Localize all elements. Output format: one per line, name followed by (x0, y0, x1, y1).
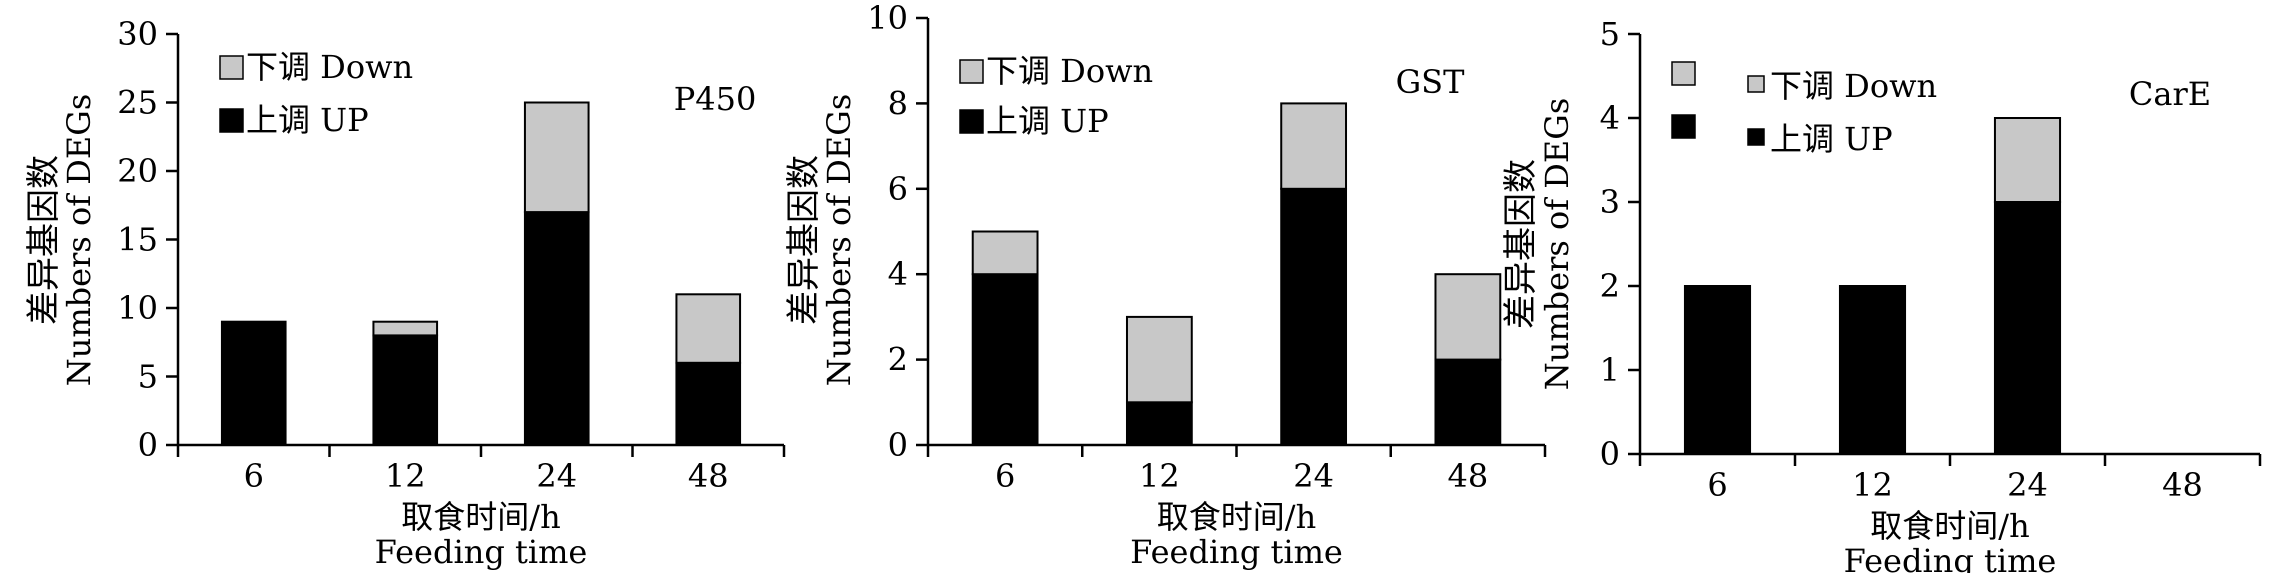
panel3-legend-swatch-up (1671, 114, 1696, 139)
panel3-legend-marker-down (1747, 75, 1765, 93)
panel1-legend-swatch-up (219, 108, 244, 133)
panel3-legend-swatch-down (1671, 61, 1696, 86)
panel2-bar-down-48 (1434, 273, 1502, 361)
panel2-bar-down-6 (971, 230, 1039, 276)
panel3-x-tick-label: 12 (1852, 466, 1893, 504)
panel1-x-tick-label: 24 (536, 457, 577, 495)
panel3-legend-marker-up (1747, 128, 1765, 146)
panel2-y-tick-label: 8 (888, 84, 908, 122)
panel2-y-tick-label: 2 (888, 341, 908, 379)
panel2-bar-up-12 (1125, 401, 1193, 446)
panel1-bar-down-12 (372, 320, 439, 337)
panel1-y-tick-label: 20 (117, 152, 158, 190)
panel1-bar-down-24 (523, 101, 590, 214)
panel3-x-tick-label: 6 (1707, 466, 1727, 504)
panel2-bar-up-6 (971, 273, 1039, 447)
panel2-legend-label-down: 下调 Down (986, 52, 1153, 90)
panel1-bar-up-24 (523, 211, 590, 446)
panel3-y-tick-label: 3 (1600, 183, 1620, 221)
panel3-y-tick-label: 5 (1600, 15, 1620, 53)
panel2-ylabel-en: Numbers of DEGs (820, 94, 858, 387)
panel1-bar-up-6 (220, 320, 287, 447)
panel2-legend-swatch-down (959, 59, 984, 84)
panel2-ylabel-cn: 差异基因数 (784, 155, 824, 325)
panel2-legend-label-up: 上调 UP (986, 102, 1109, 140)
panel3-legend-label-up: 上调 UP (1770, 120, 1893, 158)
panel3-y-tick-label: 0 (1600, 435, 1620, 473)
panel2-bar-up-24 (1280, 187, 1348, 447)
panel1-y-tick-label: 25 (117, 84, 158, 122)
panel3-xlabel-en: Feeding time (1844, 542, 2057, 573)
panel3-y-tick-label: 4 (1600, 99, 1620, 137)
panel1-x-tick-label: 6 (244, 457, 264, 495)
panel3-bar-up-24 (1993, 201, 2062, 455)
panel1-bar-up-12 (372, 334, 439, 446)
panel1-ylabel-cn: 差异基因数 (24, 155, 64, 325)
panel2-y-tick-label: 6 (888, 170, 908, 208)
panel3-bar-up-6 (1683, 285, 1752, 455)
panel3-ylabel-cn: 差异基因数 (1501, 159, 1541, 329)
panel1-ylabel-en: Numbers of DEGs (60, 94, 98, 387)
panel3-y-tick-label: 1 (1600, 351, 1620, 389)
panel1-y-tick-label: 15 (117, 221, 158, 259)
panel3-ylabel-en: Numbers of DEGs (1538, 98, 1576, 391)
panel2-x-tick-label: 6 (995, 457, 1015, 495)
panel3-bar-up-12 (1838, 285, 1907, 455)
panel1-xlabel-en: Feeding time (375, 533, 588, 571)
panel1-bar-down-48 (675, 293, 742, 364)
panel1-y-tick-label: 0 (138, 426, 158, 464)
panel2-annotation: GST (1396, 63, 1465, 101)
panel1-y-tick-label: 10 (117, 289, 158, 327)
panel1-annotation: P450 (674, 80, 757, 118)
panel3-x-tick-label: 48 (2162, 466, 2203, 504)
panel3-bar-down-24 (1993, 117, 2062, 203)
panel2-y-tick-label: 10 (867, 0, 908, 37)
panel2-xlabel-cn: 取食时间/h (1157, 498, 1316, 536)
panel3-y-tick-label: 2 (1600, 267, 1620, 305)
panel1-x-tick-label: 48 (688, 457, 729, 495)
panel3-annotation: CarE (2129, 75, 2211, 113)
panel1-y-tick-label: 30 (117, 15, 158, 53)
panel2-x-tick-label: 48 (1448, 457, 1489, 495)
panel2-y-tick-label: 0 (888, 426, 908, 464)
panel2-bar-down-12 (1125, 315, 1193, 404)
panel1-legend-label-down: 下调 Down (246, 48, 413, 86)
panel1-legend-swatch-down (219, 55, 244, 80)
panel1-xlabel-cn: 取食时间/h (401, 498, 560, 536)
panel1-x-tick-label: 12 (385, 457, 426, 495)
panel3-xlabel-cn: 取食时间/h (1870, 507, 2029, 545)
panel1-y-tick-label: 5 (138, 358, 158, 396)
panel2-x-tick-label: 12 (1139, 457, 1180, 495)
panel2-bar-down-24 (1280, 102, 1348, 190)
panel3-legend-label-down: 下调 Down (1770, 67, 1937, 105)
panel1-legend-label-up: 上调 UP (246, 101, 369, 139)
panel3-x-tick-label: 24 (2007, 466, 2048, 504)
panel2-x-tick-label: 24 (1293, 457, 1334, 495)
panel2-y-tick-label: 4 (888, 255, 908, 293)
panel2-bar-up-48 (1434, 358, 1502, 447)
panel2-legend-swatch-up (959, 109, 984, 134)
panel2-xlabel-en: Feeding time (1130, 533, 1343, 571)
panel1-bar-up-48 (675, 361, 742, 446)
